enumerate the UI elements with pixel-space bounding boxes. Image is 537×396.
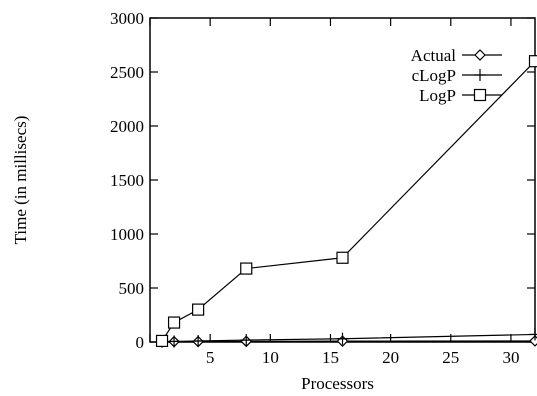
data-point-clogp — [529, 328, 537, 341]
legend-marker-logp — [473, 88, 487, 102]
x-tick-label: 5 — [206, 348, 215, 367]
legend-label-clogp: cLogP — [412, 66, 456, 85]
data-point-logp — [528, 55, 537, 68]
y-tick-label: 500 — [119, 279, 145, 298]
y-tick-label: 3000 — [110, 9, 144, 28]
axes — [149, 17, 536, 343]
data-point-clogp — [240, 334, 253, 347]
data-point-logp — [192, 303, 205, 316]
data-point-clogp — [168, 335, 181, 348]
x-axis-label: Processors — [301, 374, 374, 393]
x-tick-label: 15 — [322, 348, 339, 367]
y-tick-label: 1500 — [110, 171, 144, 190]
plot-frame — [149, 17, 536, 343]
data-point-logp — [155, 334, 169, 348]
y-tick-label: 2000 — [110, 117, 144, 136]
x-tick-label: 10 — [262, 348, 279, 367]
data-point-logp — [336, 251, 349, 264]
legend-marker-clogp — [474, 69, 486, 81]
x-tick-label: 20 — [382, 348, 399, 367]
data-point-clogp — [192, 335, 205, 348]
data-point-logp — [167, 316, 181, 329]
legend-marker-actual — [474, 49, 486, 61]
y-axis-label: Time (in millisecs) — [11, 116, 30, 245]
series-layer — [155, 55, 537, 348]
series-line-logp — [161, 60, 536, 342]
ticks: 0 500 1000 1500 2000 2500 3000 5 10 15 20 25 30 — [110, 9, 535, 367]
legend-label-actual: Actual — [411, 46, 457, 65]
y-tick-label: 0 — [136, 333, 145, 352]
data-point-logp — [240, 262, 253, 275]
x-tick-label: 25 — [442, 348, 459, 367]
y-tick-label: 1000 — [110, 225, 144, 244]
data-point-actual — [529, 335, 537, 347]
legend-label-logp: LogP — [419, 86, 456, 105]
x-tick-label: 30 — [502, 348, 519, 367]
y-tick-label: 2500 — [110, 63, 144, 82]
data-point-clogp — [336, 332, 349, 345]
